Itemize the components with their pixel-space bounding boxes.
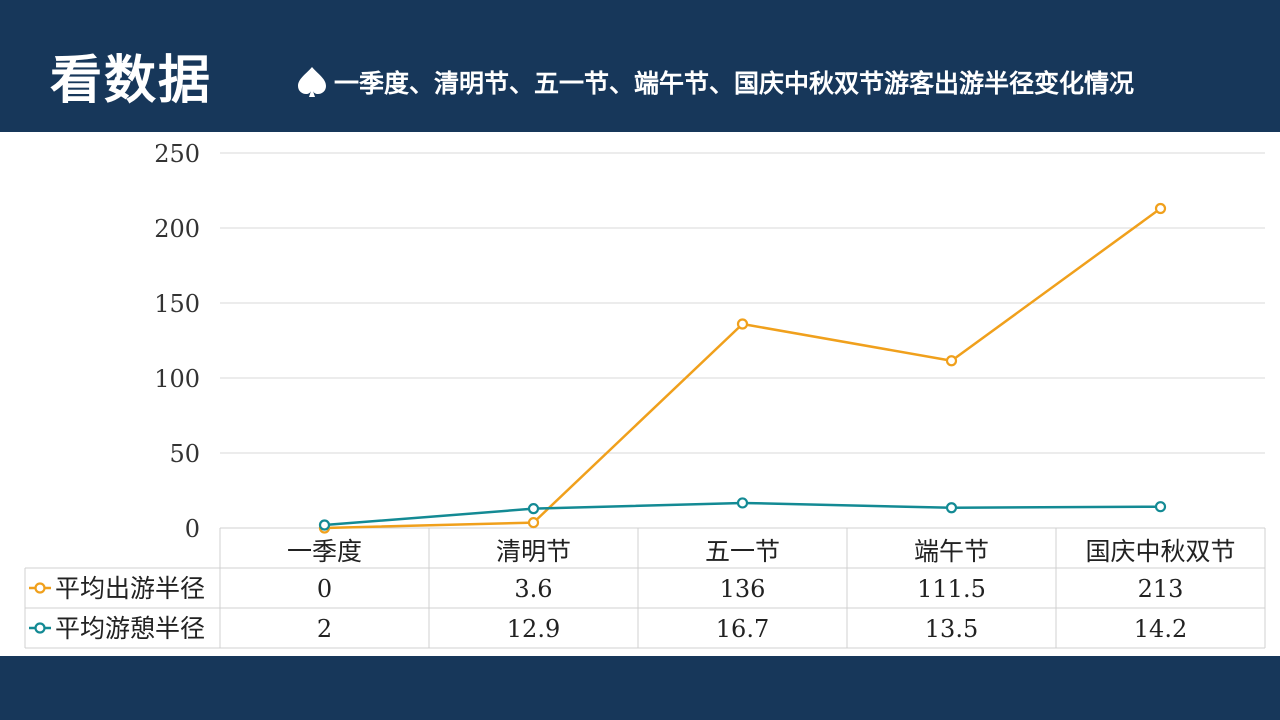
y-tick-label: 150: [154, 290, 200, 318]
data-table-value: 16.7: [716, 615, 769, 643]
data-table-value: 12.9: [507, 615, 560, 643]
data-point: [1154, 202, 1167, 215]
x-category-label: 端午节: [914, 537, 989, 566]
x-category-label: 清明节: [496, 537, 571, 566]
x-category-label: 国庆中秋双节: [1085, 537, 1235, 566]
spade-icon: [298, 67, 326, 97]
legend-point-marker: [34, 622, 46, 634]
x-category-label: 一季度: [287, 537, 362, 566]
data-table-value: 13.5: [925, 615, 978, 643]
y-tick-label: 200: [154, 215, 200, 243]
x-category-label: 五一节: [705, 537, 780, 566]
data-point: [318, 519, 331, 531]
data-point: [527, 517, 540, 529]
footer-bar: [0, 656, 1280, 720]
legend-point-marker: [34, 582, 46, 594]
subtitle-row: 一季度、清明节、五一节、端午节、国庆中秋双节游客出游半径变化情况: [296, 62, 1134, 102]
data-point: [736, 497, 749, 509]
data-point: [1154, 501, 1167, 513]
page-title: 看数据: [50, 51, 213, 111]
data-point: [945, 355, 958, 367]
chart-subtitle: 一季度、清明节、五一节、端午节、国庆中秋双节游客出游半径变化情况: [334, 69, 1135, 98]
data-table-value: 14.2: [1134, 615, 1187, 643]
data-point: [945, 502, 958, 514]
legend-series-name: 平均出游半径: [55, 574, 205, 603]
data-point: [736, 318, 749, 330]
y-tick-label: 250: [154, 140, 200, 168]
data-table-value: 3.6: [514, 575, 552, 603]
data-table-value: 2: [317, 615, 332, 643]
data-table-value: 136: [720, 575, 766, 603]
series-line: [324, 207, 1162, 530]
data-table-value: 213: [1138, 575, 1184, 603]
y-tick-label: 50: [169, 440, 200, 468]
data-table-value: 0: [317, 575, 332, 603]
y-tick-label: 0: [185, 515, 200, 543]
chart-panel: 0 50 100 150 200 250 一季度 清明节 五一节 端午节 国庆中秋双节平均出游半径 0…: [0, 132, 1280, 656]
data-table-value: 111.5: [917, 575, 986, 603]
y-tick-label: 100: [154, 365, 200, 393]
header-bar: 看数据 一季度、清明节、五一节、端午节、国庆中秋双节游客出游半径变化情况: [0, 0, 1280, 132]
data-point: [527, 503, 540, 515]
legend-series-name: 平均游憩半径: [55, 614, 205, 643]
